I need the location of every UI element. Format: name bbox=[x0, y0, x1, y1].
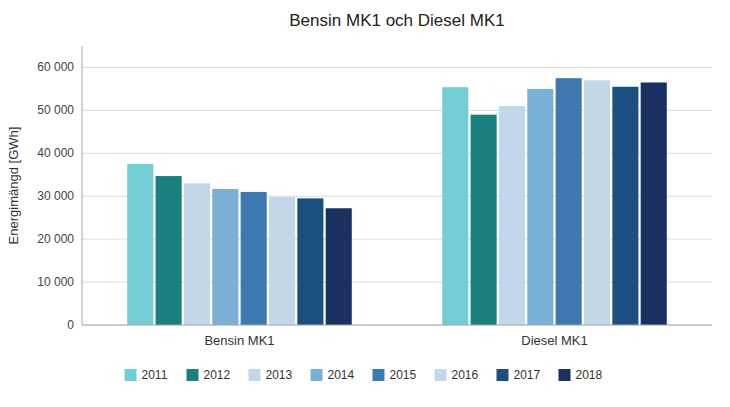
legend-swatch bbox=[311, 369, 323, 381]
bar bbox=[584, 80, 610, 325]
legend-label: 2018 bbox=[576, 368, 603, 382]
legend-swatch bbox=[373, 369, 385, 381]
legend-label: 2013 bbox=[266, 368, 293, 382]
y-tick-labels: 0 10 000 20 000 30 000 40 000 50 000 60 000 bbox=[37, 60, 74, 332]
x-tick-label: Diesel MK1 bbox=[521, 333, 587, 348]
y-axis-label: Energimängd [GWh] bbox=[6, 127, 21, 245]
bar bbox=[499, 106, 525, 325]
bar bbox=[612, 87, 638, 325]
bar bbox=[442, 87, 468, 325]
y-tick-label: 40 000 bbox=[37, 146, 74, 160]
legend-swatch bbox=[187, 369, 199, 381]
chart-svg: Bensin MK1 och Diesel MK1 Energimängd [GW… bbox=[0, 0, 730, 407]
bars bbox=[127, 78, 667, 325]
background bbox=[0, 0, 730, 407]
legend: 2011 2012 2013 2014 2015 2016 2017 2018 bbox=[125, 368, 603, 382]
y-tick-label: 30 000 bbox=[37, 189, 74, 203]
bar bbox=[212, 189, 238, 325]
x-tick-label: Bensin MK1 bbox=[204, 333, 274, 348]
bar bbox=[184, 183, 210, 325]
y-tick-label: 60 000 bbox=[37, 60, 74, 74]
legend-label: 2012 bbox=[204, 368, 231, 382]
y-tick-label: 20 000 bbox=[37, 232, 74, 246]
chart-container: Bensin MK1 och Diesel MK1 Energimängd [GW… bbox=[0, 0, 730, 407]
bar bbox=[156, 176, 182, 325]
bar bbox=[556, 78, 582, 325]
legend-label: 2014 bbox=[328, 368, 355, 382]
y-tick-label: 0 bbox=[67, 318, 74, 332]
grid-line bbox=[82, 67, 712, 68]
bar bbox=[269, 197, 295, 325]
legend-label: 2011 bbox=[142, 368, 168, 382]
bar bbox=[241, 192, 267, 325]
legend-label: 2015 bbox=[390, 368, 417, 382]
y-tick-label: 10 000 bbox=[37, 275, 74, 289]
legend-swatch bbox=[559, 369, 571, 381]
legend-swatch bbox=[435, 369, 447, 381]
bar bbox=[326, 208, 352, 325]
grid-line bbox=[82, 325, 712, 326]
legend-swatch bbox=[497, 369, 509, 381]
bar bbox=[641, 82, 667, 325]
bar bbox=[127, 164, 153, 325]
legend-swatch bbox=[249, 369, 261, 381]
x-axis-line bbox=[82, 325, 712, 326]
bar bbox=[297, 198, 323, 325]
y-tick-label: 50 000 bbox=[37, 103, 74, 117]
y-axis-line bbox=[82, 46, 83, 325]
bar bbox=[471, 115, 497, 325]
legend-swatch bbox=[125, 369, 137, 381]
x-tick-labels: Bensin MK1 Diesel MK1 bbox=[204, 333, 587, 348]
legend-label: 2017 bbox=[514, 368, 541, 382]
grid bbox=[82, 67, 712, 325]
bar bbox=[527, 89, 553, 325]
title: Bensin MK1 och Diesel MK1 bbox=[289, 11, 504, 30]
legend-label: 2016 bbox=[452, 368, 479, 382]
